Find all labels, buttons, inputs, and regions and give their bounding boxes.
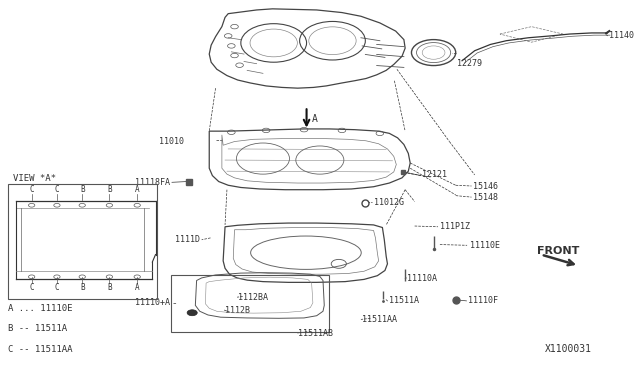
Text: C: C	[54, 185, 60, 194]
Text: B: B	[80, 185, 84, 194]
Text: C: C	[29, 283, 34, 292]
Text: 1111D: 1111D	[175, 235, 200, 244]
Text: C: C	[54, 283, 60, 292]
Text: 11110E: 11110E	[470, 241, 500, 250]
Bar	[8, 184, 157, 299]
Text: 15146: 15146	[474, 182, 499, 190]
Text: 1112B: 1112B	[225, 306, 250, 315]
Text: 15148: 15148	[474, 193, 499, 202]
Text: A ... 11110E: A ... 11110E	[8, 304, 73, 313]
Text: 1112BA: 1112BA	[237, 293, 268, 302]
Text: 11511AA: 11511AA	[362, 315, 397, 324]
Text: C -- 11511AA: C -- 11511AA	[8, 344, 73, 353]
Text: B: B	[107, 185, 112, 194]
Text: B -- 11511A: B -- 11511A	[8, 324, 67, 333]
Text: 11012G: 11012G	[374, 198, 404, 207]
Text: B: B	[80, 283, 84, 292]
Text: 11110F: 11110F	[468, 296, 499, 305]
Text: 11140: 11140	[609, 31, 634, 41]
Text: 11010: 11010	[159, 137, 184, 146]
Text: C: C	[29, 185, 34, 194]
Text: 12121: 12121	[422, 170, 447, 179]
Bar	[172, 275, 330, 333]
Text: A: A	[135, 283, 140, 292]
Text: VIEW *A*: VIEW *A*	[13, 174, 56, 183]
Text: 11511A: 11511A	[388, 296, 419, 305]
Text: B: B	[107, 283, 112, 292]
Text: FRONT: FRONT	[536, 246, 579, 256]
Text: A: A	[135, 185, 140, 194]
Text: 11110+A: 11110+A	[135, 298, 170, 307]
Text: 11511AB: 11511AB	[298, 328, 333, 338]
Text: 12279: 12279	[457, 59, 482, 68]
Text: A: A	[312, 114, 318, 124]
Text: 11118FA: 11118FA	[135, 178, 170, 187]
Circle shape	[187, 310, 197, 316]
Text: 11110A: 11110A	[407, 274, 437, 283]
Text: 111P1Z: 111P1Z	[440, 222, 470, 231]
Text: X1100031: X1100031	[545, 344, 591, 354]
